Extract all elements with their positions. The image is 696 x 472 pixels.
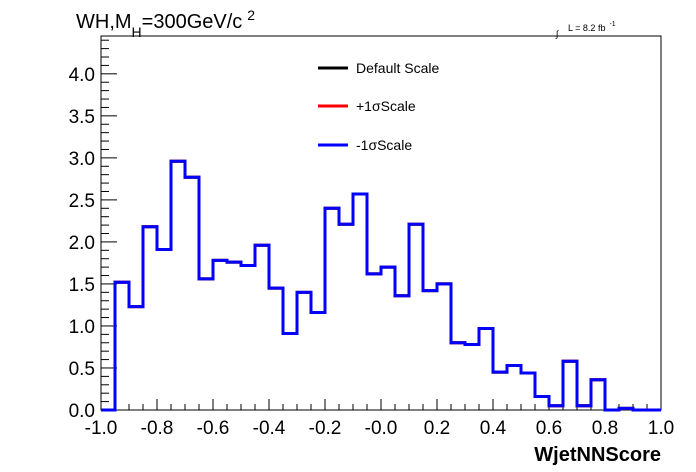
legend-label: Default Scale (356, 60, 439, 76)
x-tick-label: 0.6 (536, 418, 562, 439)
title-rest: =300GeV/c (142, 11, 243, 33)
y-tick-label: 4.0 (69, 65, 95, 86)
x-tick-label: -0.6 (197, 418, 230, 439)
x-tick-label: -1.0 (85, 418, 118, 439)
series-layer (101, 159, 661, 412)
x-tick-label: -0.4 (253, 418, 286, 439)
x-tick-label: 0.2 (424, 418, 450, 439)
luminosity-text: L = 8.2 fb -1 (568, 21, 616, 33)
integral-symbol: ∫ (555, 29, 560, 39)
y-axis-ticks: 0.0 0.5 1.0 1.5 2.0 2.5 3.0 3.5 4.0 (69, 39, 117, 422)
legend-label: +1σScale (356, 98, 416, 114)
y-tick-label: 0.5 (69, 359, 95, 380)
y-tick-label: 0.0 (69, 401, 95, 422)
y-tick-label: 1.0 (69, 317, 95, 338)
y-tick-label: 2.0 (69, 233, 95, 254)
x-tick-label: -0.0 (365, 418, 398, 439)
x-axis-label: WjetNNScore (534, 444, 661, 466)
title-superscript: 2 (247, 7, 255, 23)
chart-title: WH,MH=300GeV/c 2 (76, 7, 255, 40)
series-line-2 (101, 159, 661, 412)
legend: Default Scale +1σScale -1σScale (318, 60, 439, 153)
y-tick-label: 2.5 (69, 191, 95, 212)
plot-frame (100, 35, 662, 411)
y-tick-label: 3.0 (69, 149, 95, 170)
y-tick-label: 1.5 (69, 275, 95, 296)
y-tick-label: 3.5 (69, 107, 95, 128)
x-tick-label: -0.8 (141, 418, 174, 439)
luminosity-annotation: ∫ L = 8.2 fb -1 (555, 21, 616, 39)
legend-label: -1σScale (356, 137, 412, 153)
x-tick-label: 1.0 (648, 418, 674, 439)
title-main: WH,M (76, 11, 132, 33)
x-tick-label: -0.2 (309, 418, 342, 439)
x-tick-label: 0.4 (480, 418, 507, 439)
title-subscript: H (132, 24, 142, 40)
x-tick-label: 0.8 (592, 418, 618, 439)
x-axis-ticks: -1.0 -0.8 -0.6 -0.4 -0.2 -0.0 0.2 0.4 0.6 0.8 1.0 (85, 399, 674, 439)
